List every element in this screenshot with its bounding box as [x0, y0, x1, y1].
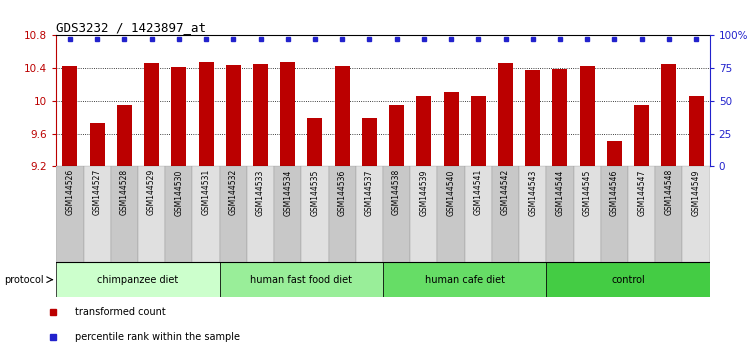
- Bar: [574, 166, 601, 262]
- Text: GSM144532: GSM144532: [229, 169, 238, 216]
- Text: GSM144548: GSM144548: [665, 169, 674, 216]
- Bar: [219, 166, 247, 262]
- Bar: [607, 141, 622, 166]
- Bar: [634, 105, 649, 166]
- Bar: [601, 166, 628, 262]
- Bar: [226, 65, 241, 166]
- Bar: [62, 66, 77, 166]
- Text: human cafe diet: human cafe diet: [424, 275, 505, 285]
- Bar: [301, 166, 328, 262]
- Bar: [280, 62, 295, 166]
- Text: GSM144549: GSM144549: [692, 169, 701, 216]
- Bar: [655, 166, 683, 262]
- Text: GSM144536: GSM144536: [338, 169, 347, 216]
- Text: GSM144539: GSM144539: [419, 169, 428, 216]
- Bar: [383, 166, 410, 262]
- Bar: [144, 63, 159, 166]
- Text: GSM144543: GSM144543: [528, 169, 537, 216]
- Text: transformed count: transformed count: [75, 307, 166, 316]
- Text: GSM144535: GSM144535: [310, 169, 319, 216]
- Text: human fast food diet: human fast food diet: [250, 275, 352, 285]
- Text: GSM144547: GSM144547: [637, 169, 646, 216]
- Bar: [362, 118, 377, 166]
- Text: GSM144538: GSM144538: [392, 169, 401, 216]
- Bar: [138, 166, 165, 262]
- Bar: [111, 166, 138, 262]
- Bar: [498, 63, 513, 166]
- Bar: [83, 166, 111, 262]
- Text: GSM144541: GSM144541: [474, 169, 483, 216]
- Text: GSM144526: GSM144526: [65, 169, 74, 216]
- Bar: [689, 96, 704, 166]
- Bar: [471, 96, 486, 166]
- Text: percentile rank within the sample: percentile rank within the sample: [75, 332, 240, 342]
- Bar: [410, 166, 437, 262]
- Bar: [335, 66, 350, 166]
- Bar: [247, 166, 274, 262]
- Text: GSM144537: GSM144537: [365, 169, 374, 216]
- Text: GSM144527: GSM144527: [92, 169, 101, 216]
- Bar: [662, 64, 677, 166]
- Text: GSM144534: GSM144534: [283, 169, 292, 216]
- Bar: [683, 166, 710, 262]
- Bar: [628, 166, 655, 262]
- Bar: [519, 166, 546, 262]
- Bar: [547, 166, 574, 262]
- Bar: [383, 262, 547, 297]
- Text: GSM144533: GSM144533: [256, 169, 265, 216]
- Bar: [198, 62, 213, 166]
- Bar: [192, 166, 219, 262]
- Bar: [89, 123, 104, 166]
- Bar: [492, 166, 519, 262]
- Text: GSM144544: GSM144544: [556, 169, 565, 216]
- Bar: [547, 262, 710, 297]
- Text: GSM144540: GSM144540: [447, 169, 456, 216]
- Bar: [389, 105, 404, 166]
- Bar: [553, 69, 568, 166]
- Bar: [56, 166, 83, 262]
- Text: GSM144528: GSM144528: [120, 169, 129, 215]
- Text: control: control: [611, 275, 645, 285]
- Bar: [444, 92, 459, 166]
- Bar: [525, 70, 540, 166]
- Bar: [465, 166, 492, 262]
- Bar: [117, 105, 132, 166]
- Bar: [307, 118, 322, 166]
- Bar: [219, 262, 383, 297]
- Text: GSM144542: GSM144542: [501, 169, 510, 216]
- Text: GDS3232 / 1423897_at: GDS3232 / 1423897_at: [56, 21, 207, 34]
- Bar: [356, 166, 383, 262]
- Text: GSM144545: GSM144545: [583, 169, 592, 216]
- Bar: [437, 166, 465, 262]
- Text: GSM144531: GSM144531: [201, 169, 210, 216]
- Text: GSM144530: GSM144530: [174, 169, 183, 216]
- Bar: [165, 166, 192, 262]
- Bar: [416, 96, 431, 166]
- Text: protocol: protocol: [4, 275, 44, 285]
- Bar: [274, 166, 301, 262]
- Text: GSM144529: GSM144529: [147, 169, 156, 216]
- Bar: [56, 262, 219, 297]
- Text: chimpanzee diet: chimpanzee diet: [98, 275, 179, 285]
- Bar: [328, 166, 356, 262]
- Text: GSM144546: GSM144546: [610, 169, 619, 216]
- Bar: [171, 67, 186, 166]
- Bar: [580, 66, 595, 166]
- Bar: [253, 64, 268, 166]
